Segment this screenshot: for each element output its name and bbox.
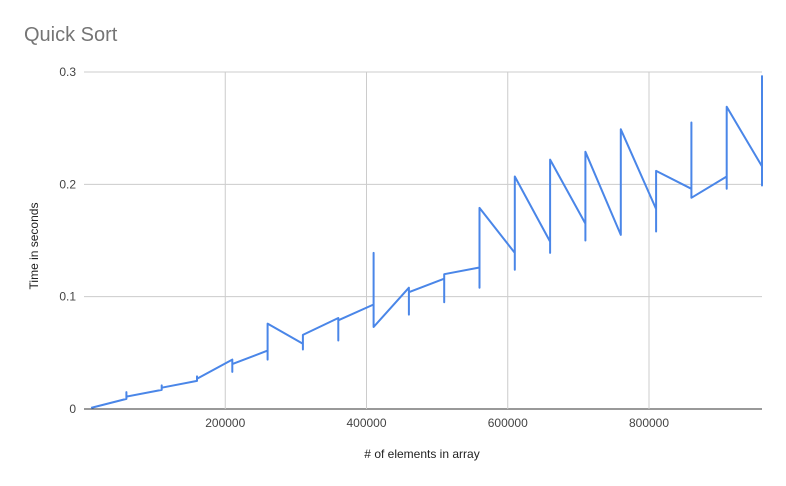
y-tick-label: 0.1 bbox=[59, 290, 76, 304]
x-tick-label: 400000 bbox=[346, 416, 386, 430]
x-tick-label: 200000 bbox=[205, 416, 245, 430]
x-tick-label: 800000 bbox=[629, 416, 669, 430]
x-axis-label: # of elements in array bbox=[364, 447, 480, 461]
x-tick-label: 600000 bbox=[488, 416, 528, 430]
y-tick-label: 0.3 bbox=[59, 65, 76, 79]
chart-title: Quick Sort bbox=[24, 24, 118, 46]
y-tick-label: 0.2 bbox=[59, 177, 76, 191]
series-line bbox=[90, 75, 763, 409]
y-tick-label: 0 bbox=[69, 402, 76, 416]
